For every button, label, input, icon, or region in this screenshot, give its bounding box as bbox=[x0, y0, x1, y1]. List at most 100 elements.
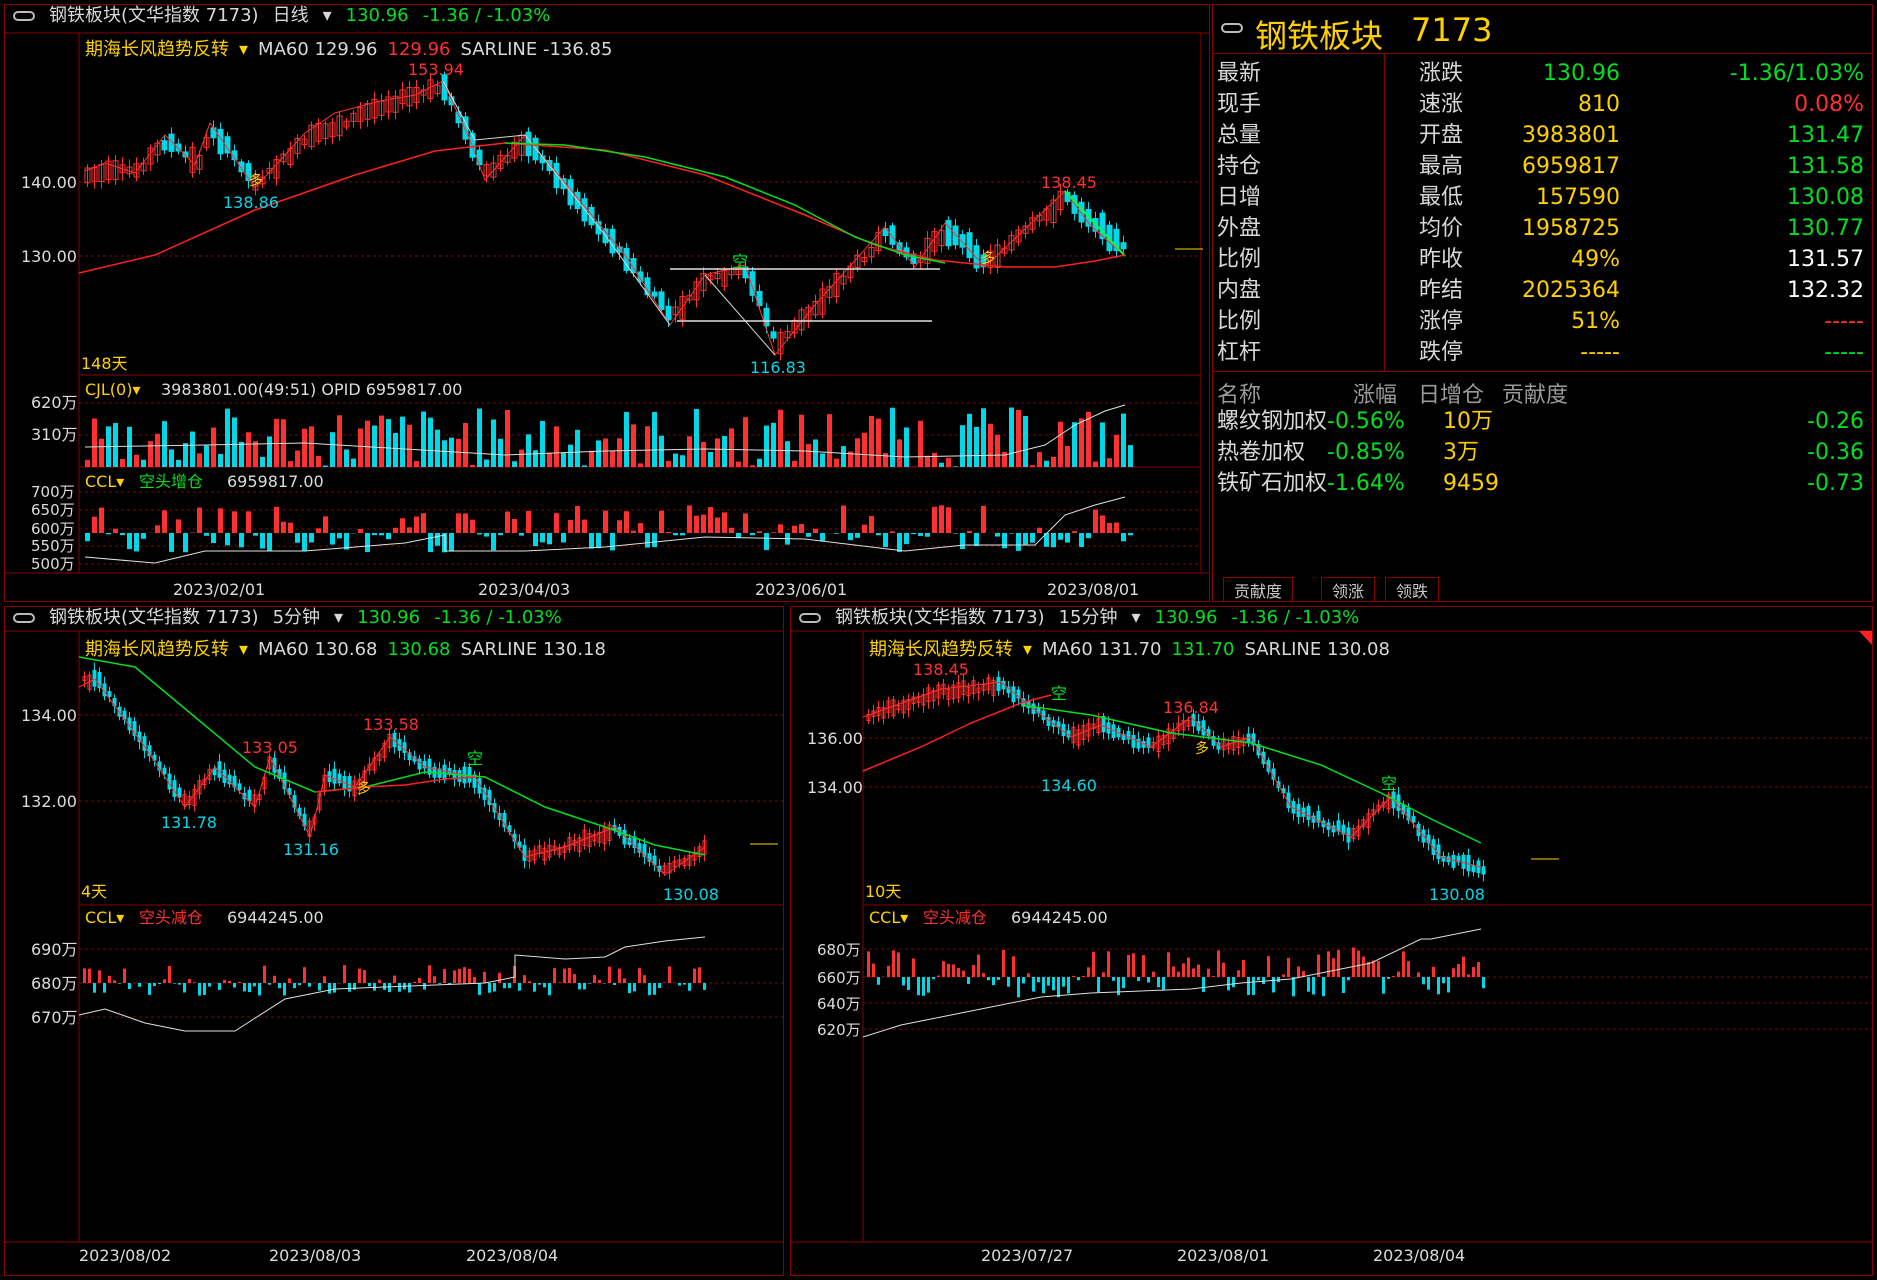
bar bbox=[278, 983, 281, 989]
candle bbox=[1341, 824, 1346, 835]
candle bbox=[687, 854, 692, 866]
5min-chart-panel[interactable]: 钢铁板块(文华指数 7173) 5分钟 ▾ 130.96 -1.36 / -1.03% … bbox=[4, 606, 784, 1276]
candle bbox=[651, 291, 658, 297]
col-header-contrib[interactable]: 贡献度 bbox=[1502, 383, 1569, 408]
tab-leading-up[interactable]: 领涨 bbox=[1321, 577, 1376, 601]
indicator-selector[interactable]: 期海长风趋势反转 ▾ bbox=[869, 639, 1033, 660]
quote-label-2: 跌停 bbox=[1419, 340, 1464, 365]
5min-period-selector[interactable]: 5分钟 ▾ bbox=[272, 607, 344, 628]
ccl-title[interactable]: CCL▾ bbox=[869, 908, 908, 927]
bar bbox=[1152, 971, 1155, 977]
daily-chart-panel[interactable]: 钢铁板块(文华指数 7173) 日线 ▾ 130.96 -1.36 / -1.03% 期… bbox=[4, 4, 1210, 602]
candle bbox=[172, 780, 177, 797]
candle bbox=[427, 79, 434, 99]
candle bbox=[467, 766, 472, 783]
quote-label-2: 最低 bbox=[1419, 185, 1464, 210]
ccl-title[interactable]: CCL▾ bbox=[85, 472, 124, 491]
15min-period-selector[interactable]: 15分钟 ▾ bbox=[1058, 607, 1141, 628]
bar bbox=[638, 463, 643, 467]
bar bbox=[977, 954, 980, 977]
col-header-oi[interactable]: 日增仓 bbox=[1418, 383, 1485, 408]
15min-chart-panel[interactable]: 钢铁板块(文华指数 7173) 15分钟 ▾ 130.96 -1.36 / -1.03%… bbox=[790, 606, 1873, 1276]
bar bbox=[1016, 409, 1021, 467]
bar bbox=[449, 437, 454, 467]
link-icon[interactable] bbox=[13, 11, 35, 21]
col-header-name[interactable]: 名称 bbox=[1217, 383, 1262, 408]
indicator-selector[interactable]: 期海长风趋势反转 ▾ bbox=[85, 39, 249, 60]
bar bbox=[218, 983, 221, 990]
bar bbox=[1072, 422, 1077, 467]
bar bbox=[1017, 977, 1020, 998]
bar bbox=[85, 533, 90, 542]
bar bbox=[1016, 533, 1021, 551]
component-row[interactable]: 热卷加权 -0.85% 3万 -0.36 bbox=[1217, 434, 1868, 472]
ccl-value: 6944245.00 bbox=[227, 908, 324, 927]
short-signal-1: 空 bbox=[1051, 684, 1067, 703]
bar bbox=[1402, 951, 1405, 977]
bar bbox=[568, 444, 573, 467]
ccl-tick-600: 600万 bbox=[31, 520, 75, 538]
daily-period-selector[interactable]: 日线 ▾ bbox=[272, 5, 332, 26]
candle bbox=[798, 309, 805, 331]
quote-value: ----- bbox=[1580, 340, 1620, 365]
tab-contribution[interactable]: 贡献度 bbox=[1223, 577, 1294, 601]
col-header-change[interactable]: 涨幅 bbox=[1353, 383, 1398, 408]
bar bbox=[617, 438, 622, 467]
bar bbox=[141, 459, 146, 467]
bar bbox=[1023, 416, 1028, 467]
vol-title[interactable]: CJL(0)▾ bbox=[85, 380, 141, 399]
candle bbox=[1050, 199, 1057, 224]
bar bbox=[578, 983, 581, 990]
link-icon[interactable] bbox=[799, 613, 821, 623]
bar bbox=[1482, 977, 1485, 989]
component-row[interactable]: 螺纹钢加权 -0.56% 10万 -0.26 bbox=[1217, 403, 1868, 441]
bar bbox=[1067, 977, 1070, 994]
bar bbox=[1192, 968, 1195, 977]
bar bbox=[663, 982, 666, 983]
indicator-selector[interactable]: 期海长风趋势反转 ▾ bbox=[85, 639, 249, 660]
bar bbox=[113, 980, 116, 983]
candle bbox=[1136, 738, 1141, 749]
bar bbox=[308, 983, 311, 987]
daily-kline-chart[interactable]: 140.00 130.00 620万 310万 700万 650万 600万 5… bbox=[5, 5, 1210, 602]
bar bbox=[302, 428, 307, 467]
quote-row: 杠杆 ----- 跌停 ----- bbox=[1217, 334, 1868, 371]
bar bbox=[603, 438, 608, 467]
bar bbox=[463, 513, 468, 533]
candle bbox=[956, 682, 961, 699]
bar bbox=[598, 979, 601, 983]
candle bbox=[217, 761, 222, 778]
5min-change: -1.36 / -1.03% bbox=[434, 607, 562, 628]
ccl-title[interactable]: CCL▾ bbox=[85, 908, 124, 927]
candle bbox=[1411, 815, 1416, 823]
5min-kline-chart[interactable]: 134.00 132.00 690万 680万 670万 133.05 133.… bbox=[5, 607, 784, 1276]
bar bbox=[698, 967, 701, 983]
bar bbox=[701, 514, 706, 533]
bar bbox=[330, 533, 335, 545]
daily-indicator-bar: 期海长风趋势反转 ▾ MA60 129.96 129.96 SARLINE -136.8… bbox=[85, 35, 622, 61]
bar bbox=[258, 983, 261, 996]
link-icon[interactable] bbox=[13, 613, 35, 623]
quote-name: 钢铁板块 bbox=[1255, 17, 1384, 55]
tab-leading-down[interactable]: 领跌 bbox=[1385, 577, 1440, 601]
bar bbox=[659, 510, 664, 533]
quote-link-icon[interactable] bbox=[1221, 23, 1243, 33]
bar bbox=[1232, 977, 1235, 988]
candle bbox=[1131, 734, 1136, 748]
bar bbox=[483, 971, 486, 983]
candle bbox=[1431, 839, 1436, 856]
low-label: 116.83 bbox=[750, 358, 806, 377]
bar bbox=[246, 511, 251, 533]
candle bbox=[1451, 854, 1456, 868]
bar bbox=[750, 465, 755, 467]
15min-kline-chart[interactable]: 136.00 134.00 680万 660万 640万 620万 138.45… bbox=[791, 607, 1873, 1276]
component-row[interactable]: 铁矿石加权 -1.64% 9459 -0.73 bbox=[1217, 465, 1868, 503]
daily-change: -1.36 / -1.03% bbox=[422, 5, 551, 26]
bar bbox=[1377, 961, 1380, 977]
bar bbox=[93, 983, 96, 993]
bar bbox=[925, 533, 930, 537]
bar bbox=[911, 533, 916, 535]
bar bbox=[848, 451, 853, 467]
bar bbox=[1027, 973, 1030, 977]
bar bbox=[267, 533, 272, 551]
